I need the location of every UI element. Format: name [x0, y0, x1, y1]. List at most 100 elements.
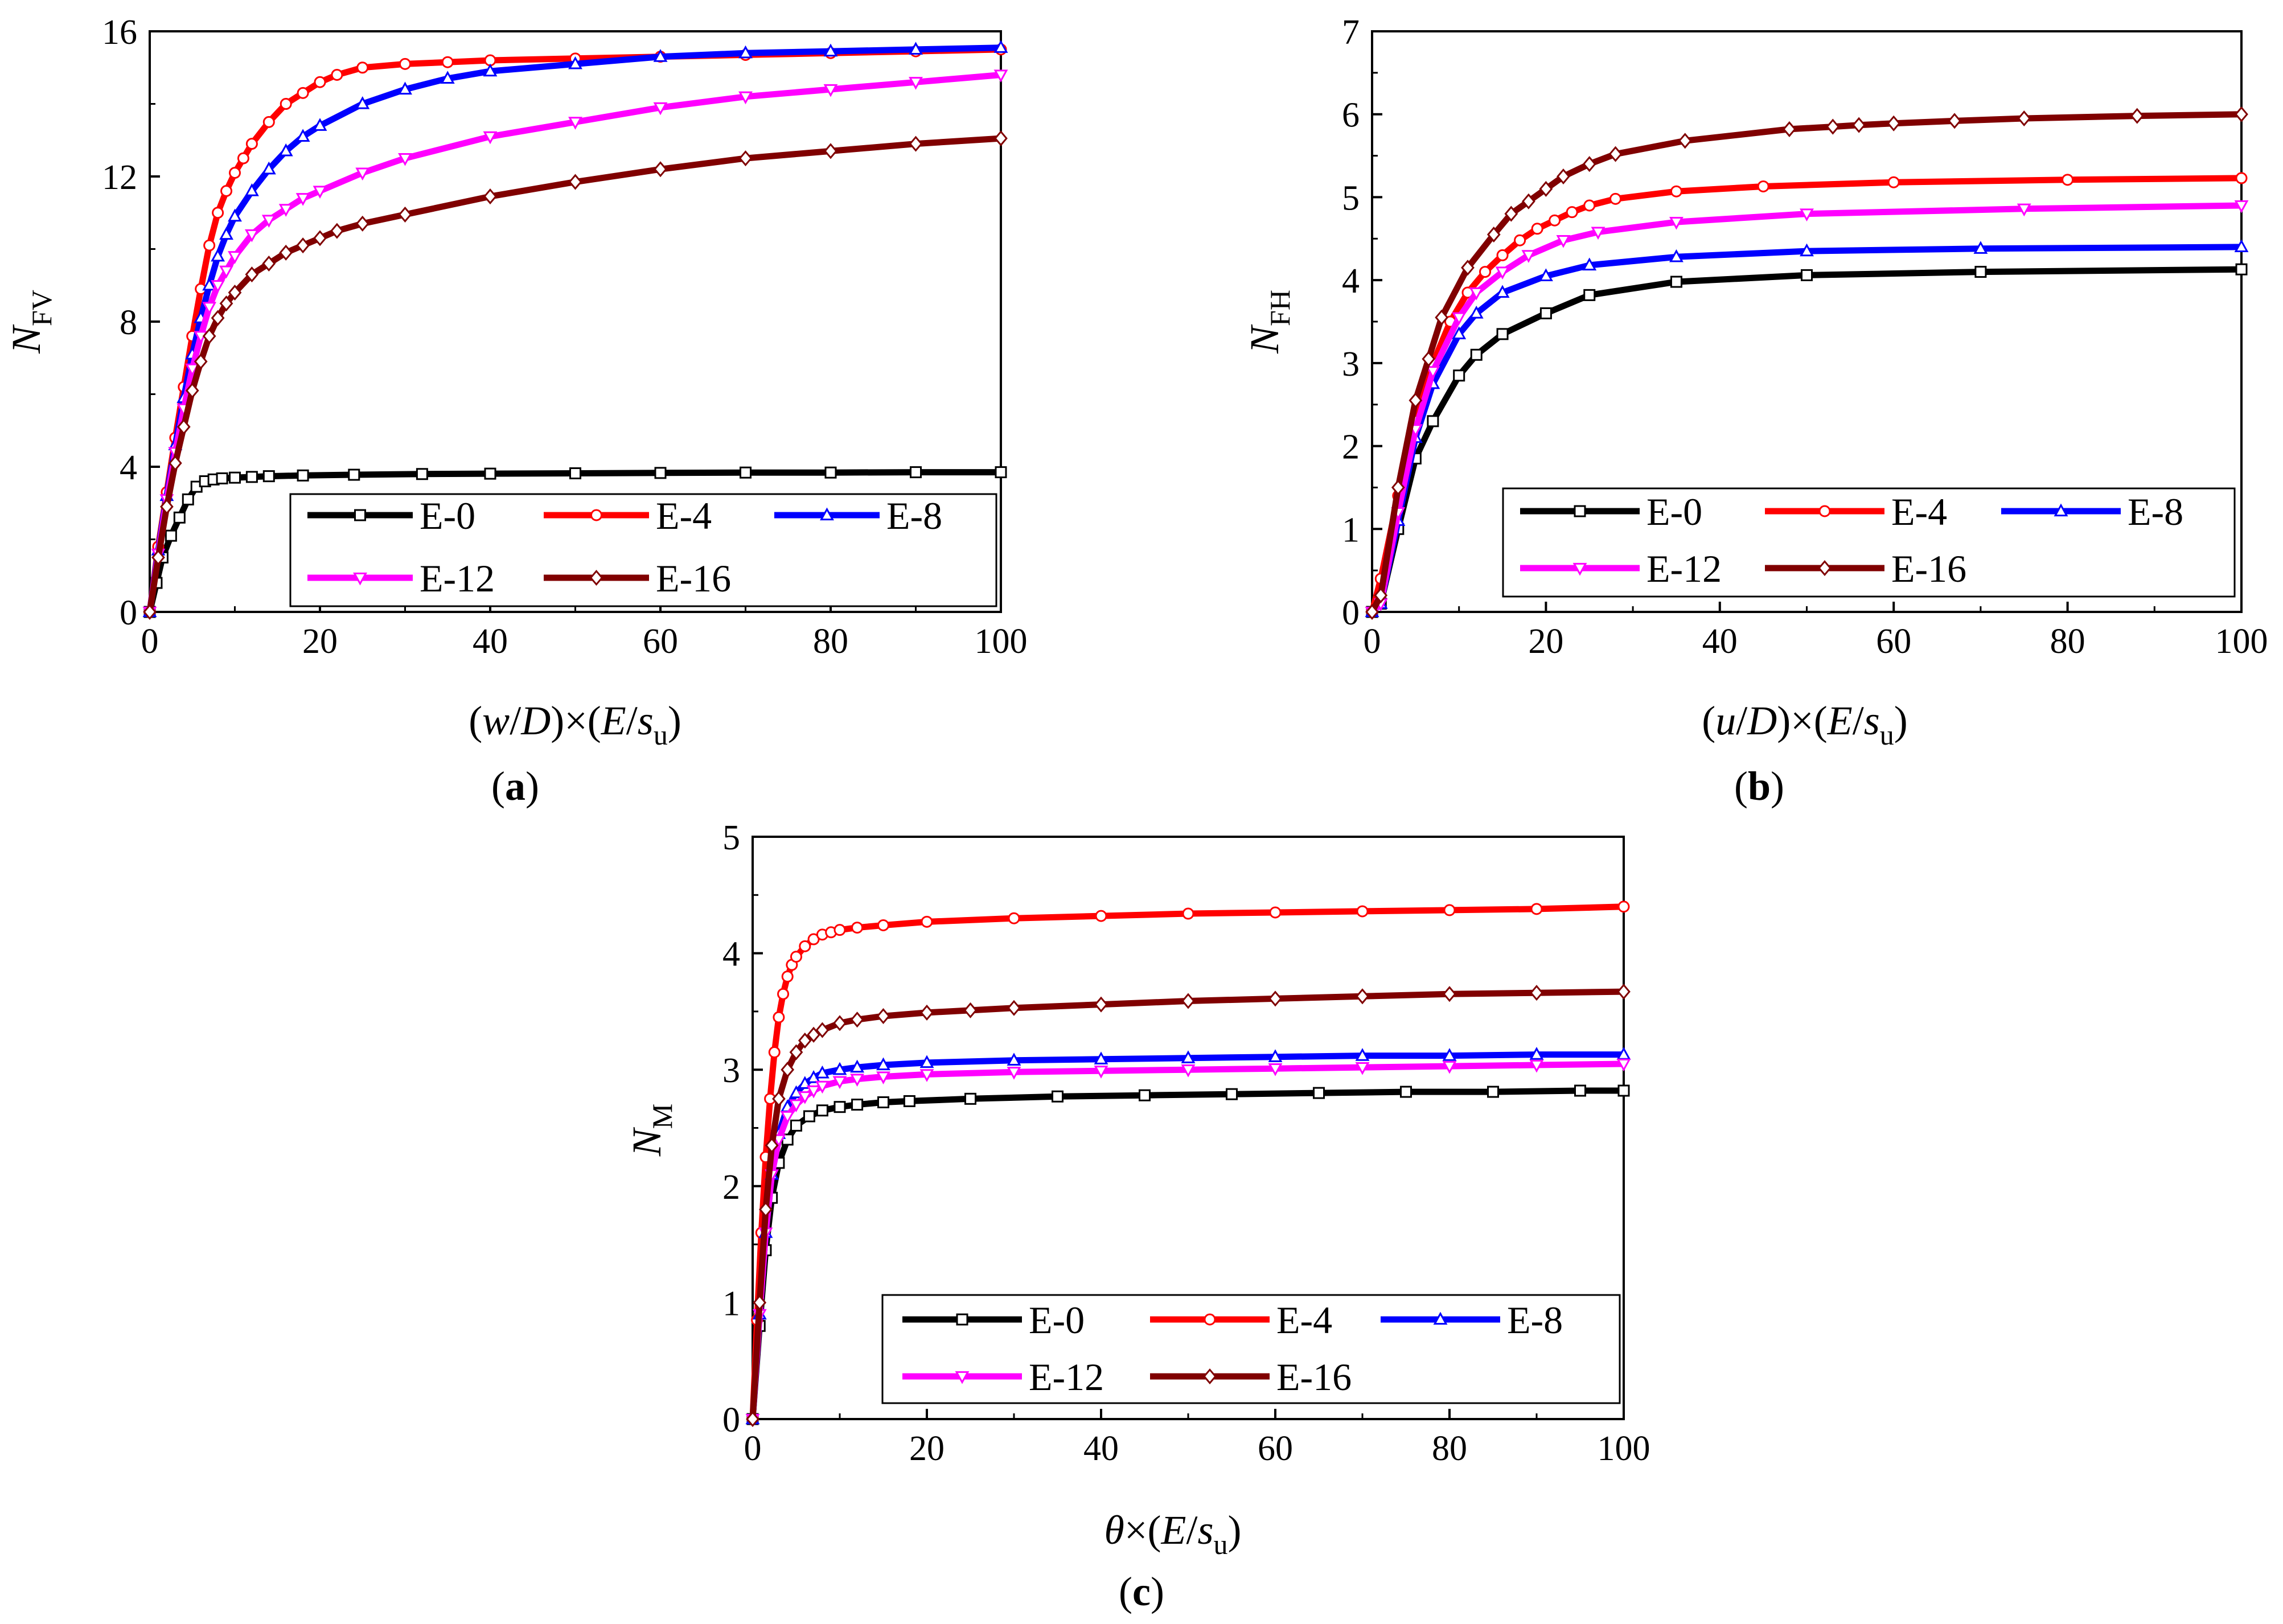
data-point-e-16 — [815, 1022, 830, 1038]
data-point-e-12 — [1469, 287, 1484, 301]
data-point-e-16 — [994, 130, 1008, 147]
y-tick-label: 3 — [1342, 345, 1360, 384]
data-point-e-16 — [151, 549, 165, 566]
data-point-e-16 — [1356, 988, 1369, 1005]
data-point-e-12 — [1800, 208, 1814, 222]
data-point-e-16 — [876, 1008, 890, 1025]
legend-marker-e-12 — [1572, 562, 1587, 576]
data-point-e-8 — [1582, 257, 1597, 271]
data-point-e-16 — [1374, 587, 1388, 603]
y-tick-label: 5 — [1342, 179, 1360, 217]
data-point-e-16 — [279, 244, 293, 261]
legend-label-e-8: E-8 — [1507, 1298, 1563, 1342]
data-point-e-16 — [398, 206, 412, 223]
data-point-e-8 — [1538, 268, 1553, 282]
data-point-e-4 — [314, 76, 326, 88]
y-tick-label: 1 — [1342, 511, 1360, 549]
data-point-e-8 — [355, 96, 370, 109]
data-point-e-8 — [568, 56, 582, 69]
x-axis-label: (u/D)×(E/su) — [1702, 698, 1908, 751]
data-point-e-8 — [219, 227, 233, 240]
data-point-e-16 — [296, 237, 310, 254]
data-point-e-0 — [1974, 266, 1987, 278]
x-tick-label: 20 — [302, 622, 338, 661]
data-point-e-12 — [823, 84, 838, 97]
data-point-e-8 — [244, 183, 259, 196]
data-point-e-4 — [1549, 214, 1561, 227]
data-point-e-16 — [228, 284, 242, 301]
data-point-e-0 — [245, 471, 258, 483]
data-point-e-16 — [798, 1033, 812, 1049]
data-point-e-0 — [2235, 263, 2248, 276]
y-tick-label: 0 — [1342, 594, 1360, 632]
data-point-e-12 — [228, 251, 242, 264]
legend-marker-e-8 — [820, 507, 834, 521]
data-point-e-16 — [1678, 133, 1692, 149]
data-point-e-4 — [297, 87, 309, 99]
data-point-e-16 — [483, 188, 497, 205]
x-tick-label: 20 — [1528, 622, 1563, 661]
legend-marker-e-4 — [1204, 1313, 1216, 1326]
data-point-e-4 — [1609, 192, 1622, 205]
y-tick-label: 2 — [1342, 428, 1360, 467]
data-point-e-16 — [1783, 121, 1796, 137]
y-label-symbol: N — [1242, 324, 1287, 354]
panel-a: 0 20 40 60 80 100 0 4 8 12 16 E-0 E-4 E-8 E-12 E-16 NF… — [3, 13, 1028, 809]
data-point-e-16 — [1948, 113, 1961, 129]
data-point-e-16 — [568, 174, 582, 190]
x-tick-label: 40 — [1083, 1429, 1119, 1468]
legend: E-0 E-4 E-8 E-12 E-16 — [881, 1294, 1621, 1404]
data-point-e-12 — [1181, 1064, 1196, 1078]
data-point-e-8 — [1469, 305, 1484, 319]
data-point-e-8 — [1973, 241, 1988, 254]
data-point-e-0 — [1400, 1086, 1412, 1098]
data-point-e-4 — [331, 69, 343, 81]
legend-label-e-0: E-0 — [420, 494, 475, 537]
legend-marker-e-4 — [1818, 505, 1831, 517]
data-point-e-16 — [262, 255, 276, 272]
data-point-e-16 — [176, 418, 191, 435]
y-tick-label: 12 — [102, 158, 137, 197]
data-point-e-8 — [1007, 1052, 1021, 1066]
data-point-e-8 — [2234, 239, 2249, 253]
legend-marker-e-0 — [956, 1313, 968, 1326]
legend-box — [881, 1294, 1621, 1404]
data-point-e-12 — [1669, 216, 1683, 230]
data-point-e-4 — [280, 98, 292, 110]
y-tick-label: 4 — [1342, 262, 1360, 301]
x-tick-label: 80 — [2050, 622, 2085, 661]
legend-marker-e-0 — [1574, 505, 1586, 517]
data-point-e-12 — [295, 193, 310, 206]
panel-label-c: (c) — [1119, 1569, 1164, 1614]
data-point-e-16 — [211, 310, 225, 326]
data-point-e-16 — [194, 353, 208, 370]
data-point-e-4 — [2235, 172, 2248, 184]
data-point-e-4 — [1583, 199, 1596, 212]
y-tick-label: 0 — [722, 1401, 740, 1440]
data-point-e-16 — [824, 143, 837, 159]
legend-marker-e-4 — [590, 509, 602, 521]
data-point-e-4 — [781, 971, 794, 983]
legend-box — [1502, 487, 2236, 598]
data-point-e-4 — [1617, 901, 1630, 913]
data-point-e-4 — [1269, 906, 1282, 919]
data-point-e-4 — [1008, 912, 1020, 924]
data-point-e-8 — [1495, 285, 1510, 298]
x-tick-label: 60 — [1258, 1429, 1293, 1468]
data-point-e-0 — [816, 1104, 828, 1117]
data-point-e-0 — [1226, 1088, 1238, 1100]
data-point-e-16 — [1557, 168, 1570, 185]
x-tick-label: 40 — [1702, 622, 1738, 661]
legend-label-e-12: E-12 — [1029, 1355, 1104, 1399]
data-point-e-16 — [833, 1015, 847, 1031]
data-point-e-16 — [219, 295, 233, 312]
x-tick-label: 80 — [1432, 1429, 1467, 1468]
data-point-e-4 — [212, 207, 224, 219]
data-point-e-16 — [313, 230, 327, 246]
data-point-e-0 — [262, 470, 275, 483]
data-point-e-4 — [877, 919, 889, 931]
x-tick-label: 100 — [1598, 1429, 1650, 1468]
data-point-e-16 — [850, 1012, 864, 1028]
data-point-e-12 — [1521, 250, 1536, 263]
